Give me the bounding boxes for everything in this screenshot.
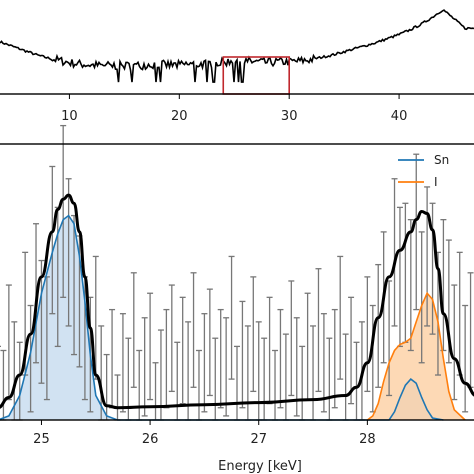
errorbar — [152, 362, 159, 421]
errorbar — [49, 165, 56, 315]
errorbar — [239, 300, 246, 409]
errorbar — [65, 178, 72, 327]
errorbar — [206, 288, 213, 397]
errorbar — [109, 308, 116, 409]
errorbar — [5, 284, 12, 401]
errorbar — [429, 202, 436, 335]
errorbar — [179, 296, 186, 405]
errorbar — [234, 345, 240, 421]
errorbar — [255, 321, 262, 421]
zoom-x-tick-label: 28 — [359, 432, 376, 447]
errorbar — [462, 304, 469, 413]
errorbar — [299, 345, 306, 421]
errorbar — [223, 317, 230, 417]
errorbar — [418, 231, 425, 364]
overview-spectrum-line — [0, 9, 474, 83]
errorbar — [375, 263, 382, 388]
overview-x-tick-label: 10 — [61, 109, 78, 124]
errorbar — [396, 206, 403, 348]
errorbar — [342, 333, 349, 421]
errorbar — [60, 124, 67, 298]
errorbar — [282, 333, 289, 421]
errorbar — [217, 308, 224, 409]
errorbar — [310, 325, 317, 421]
zoom-x-tick-label: 27 — [250, 432, 267, 447]
overview-panel: 10 20 30 40 — [0, 9, 474, 124]
legend-label: I — [434, 175, 438, 189]
errorbar — [163, 308, 170, 409]
series-fill-i — [367, 293, 466, 420]
x-axis-title: Energy [keV] — [218, 459, 302, 474]
legend-entry-i: I — [398, 175, 438, 189]
errorbar — [424, 186, 431, 327]
errorbar — [407, 218, 414, 352]
errorbar — [244, 325, 251, 421]
errorbar — [141, 317, 148, 417]
errorbar — [277, 308, 284, 409]
errorbar — [353, 341, 360, 421]
errorbar — [43, 276, 50, 401]
legend-label: Sn — [434, 153, 449, 167]
errorbar — [288, 280, 295, 397]
errorbar — [136, 349, 143, 421]
errorbar — [119, 313, 126, 413]
errorbar — [250, 276, 257, 393]
errorbar — [402, 202, 409, 343]
errorbar — [391, 178, 398, 327]
errorbar — [261, 337, 268, 421]
errorbar — [266, 296, 273, 405]
zoom-frame — [0, 143, 474, 421]
overview-x-tick-label: 20 — [171, 109, 188, 124]
errorbar — [348, 296, 355, 405]
errorbar — [27, 304, 34, 413]
zoom-x-tick-label: 26 — [142, 432, 159, 447]
errorbar — [190, 272, 197, 388]
errorbar — [364, 276, 371, 393]
errorbar — [0, 349, 7, 421]
errorbar — [114, 374, 121, 421]
zoom-x-tick-label: 25 — [33, 432, 50, 447]
errorbar — [304, 292, 311, 401]
legend-entry-sn: Sn — [398, 153, 449, 167]
errorbar — [337, 255, 344, 380]
errorbar — [195, 349, 202, 421]
overview-x-tick-label: 40 — [391, 109, 408, 124]
errorbar — [168, 284, 175, 393]
errorbar — [103, 353, 110, 421]
errorbar — [201, 313, 208, 413]
errorbar — [451, 284, 458, 401]
errorbar — [228, 255, 235, 380]
errorbar — [320, 313, 327, 413]
zoom-panel: 25 26 27 28 Energy [keV] Sn I — [0, 124, 474, 474]
overview-frame — [0, 93, 474, 95]
errorbar — [38, 259, 45, 384]
errorbar — [456, 251, 463, 376]
total-fit-line — [0, 193, 474, 410]
errorbar — [272, 349, 279, 421]
errorbar — [147, 292, 154, 401]
series-line-i — [366, 291, 466, 421]
errorbar — [331, 308, 338, 409]
errorbar — [174, 341, 181, 421]
errorbar — [326, 337, 333, 421]
errorbar — [212, 337, 219, 421]
errorbar — [315, 268, 322, 393]
errorbar — [467, 272, 474, 388]
errorbar — [130, 272, 137, 388]
errorbar — [413, 153, 420, 311]
overview-x-tick-label: 30 — [281, 109, 298, 124]
errorbar — [0, 345, 1, 421]
series-line-sn — [0, 214, 444, 421]
